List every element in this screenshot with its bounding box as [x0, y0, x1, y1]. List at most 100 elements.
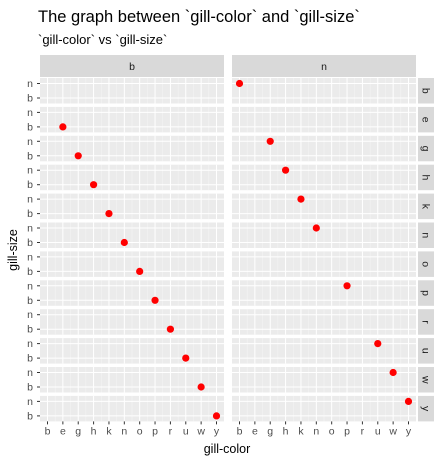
facet-strip-row-label: h [420, 175, 432, 181]
facet-strip-row-label: u [420, 348, 432, 354]
y-tick-label: n [27, 396, 33, 408]
x-tick-label: h [283, 425, 289, 437]
facet-strip-col-n [232, 55, 416, 77]
x-tick-label: e [60, 425, 66, 437]
y-tick-label: n [27, 309, 33, 321]
facet-strip-row-e [418, 106, 434, 133]
y-tick-label: b [27, 324, 33, 336]
x-tick-label: o [137, 425, 143, 437]
data-point [404, 397, 413, 405]
facet-strip-row-b [418, 78, 434, 104]
data-point [197, 383, 205, 391]
x-tick-label: n [121, 425, 127, 437]
data-point [343, 282, 351, 290]
chart-title: The graph between `gill-color` and `gill… [38, 8, 360, 26]
facet-strip-row-y [418, 395, 434, 422]
facet-strip-row-u [418, 338, 434, 364]
y-tick-label: b [27, 295, 33, 307]
data-point [89, 181, 98, 189]
x-tick-label: k [106, 425, 112, 437]
y-tick-label: n [27, 165, 33, 177]
y-tick-label: b [27, 121, 33, 133]
facet-strip-row-label: e [420, 117, 432, 123]
x-tick-label: o [329, 425, 335, 437]
y-tick-label: b [27, 179, 33, 191]
data-point [151, 296, 159, 304]
y-axis-label: gill-size [6, 229, 20, 271]
y-tick-label: b [27, 93, 33, 105]
data-point [105, 210, 113, 218]
facet-strip-row-r [418, 309, 434, 335]
x-tick-label: p [344, 425, 350, 437]
facet-strip-row-label: o [420, 261, 432, 267]
x-tick-label: y [214, 425, 220, 437]
facet-strip-row-label: r [420, 320, 432, 324]
facet-strip-row-h [418, 164, 434, 191]
data-point [389, 368, 397, 377]
data-point [74, 152, 82, 160]
y-tick-label: n [27, 223, 33, 235]
x-tick-label: k [298, 425, 304, 437]
y-tick-label: n [27, 194, 33, 206]
data-point [312, 224, 320, 232]
x-tick-label: w [388, 425, 397, 437]
facet-panels [40, 78, 416, 422]
y-tick-label: b [27, 410, 33, 422]
x-tick-label: g [267, 425, 273, 437]
y-tick-label: n [27, 78, 33, 90]
facet-strip-row-n [418, 222, 434, 248]
data-point [120, 238, 128, 247]
y-tick-label: n [27, 136, 33, 148]
facet-strip-row-label: w [420, 375, 432, 384]
y-tick-label: b [27, 208, 33, 220]
data-point [59, 123, 67, 131]
data-point [281, 166, 290, 174]
x-tick-label: w [196, 425, 205, 437]
data-point [212, 412, 221, 420]
x-tick-label: g [75, 425, 81, 437]
x-tick-label: b [45, 425, 51, 437]
facet-strip-row-label: y [420, 406, 432, 412]
facet-strip-row-k [418, 193, 434, 220]
facet-strip-row-label: p [420, 290, 432, 296]
facet-strip-row-p [418, 280, 434, 306]
facet-strip-col-b [40, 55, 224, 77]
data-point [374, 340, 382, 348]
facet-strip-row-label: n [420, 232, 432, 238]
chart-subtitle: `gill-color` vs `gill-size` [38, 32, 167, 47]
x-tick-label: r [169, 425, 173, 437]
y-tick-label: b [27, 237, 33, 249]
facet-strip-col-label: n [321, 61, 327, 73]
x-tick-label: r [361, 425, 365, 437]
data-points [59, 79, 413, 420]
data-point [297, 195, 305, 203]
x-tick-label: u [183, 425, 189, 437]
data-point [136, 267, 144, 275]
x-tick-label: p [152, 425, 158, 437]
data-point [166, 325, 175, 333]
x-tick-label: y [406, 425, 412, 437]
y-tick-label: n [27, 280, 33, 292]
y-tick-label: n [27, 367, 33, 379]
facet-strip-row-w [418, 367, 434, 393]
x-axis-label: gill-color [204, 442, 251, 456]
y-tick-label: b [27, 150, 33, 162]
x-tick-label: e [252, 425, 258, 437]
facet-strip-row-g [418, 135, 434, 162]
x-tick-label: u [375, 425, 381, 437]
y-tick-label: b [27, 353, 33, 365]
x-tick-label: b [237, 425, 243, 437]
y-tick-label: n [27, 107, 33, 119]
y-tick-label: n [27, 338, 33, 350]
facet-strips: b n b e g h k n o p r u w y [40, 55, 434, 422]
y-tick-label: b [27, 266, 33, 278]
x-tick-label: h [91, 425, 97, 437]
facet-strip-row-label: g [420, 146, 432, 152]
facet-strip-row-label: b [420, 88, 432, 94]
facet-strip-row-label: k [420, 204, 432, 210]
data-point [235, 79, 244, 88]
y-tick-label: b [27, 382, 33, 394]
data-point [266, 137, 274, 145]
